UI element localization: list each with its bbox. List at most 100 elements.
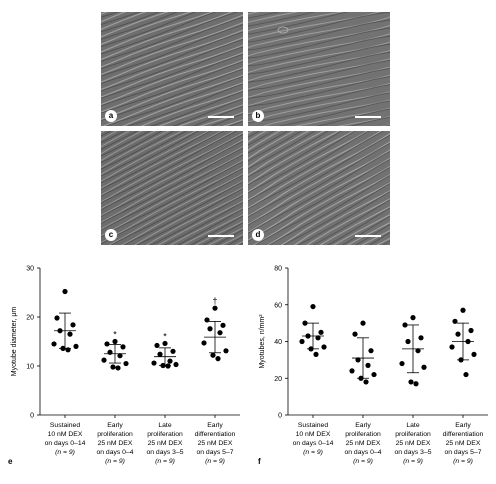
data-point <box>101 357 107 363</box>
x-tick-label: proliferation <box>97 431 133 438</box>
data-point <box>310 303 316 310</box>
x-tick-label: 25 nM DEX <box>346 440 381 447</box>
data-point <box>318 329 324 335</box>
data-point <box>402 322 408 328</box>
y-axis-label: Myotubes, n/mm² <box>259 314 266 369</box>
x-tick-label: Early <box>355 422 371 429</box>
data-group <box>349 320 377 385</box>
data-point <box>349 368 355 374</box>
micrograph-panel-c: c <box>101 131 243 245</box>
muscle-fiber-image <box>248 12 390 126</box>
x-tick-label: 25 nM DEX <box>98 440 133 447</box>
data-point <box>210 352 216 358</box>
data-point <box>405 338 411 345</box>
panel-label-d: d <box>252 229 264 241</box>
x-tick-label: Sustained <box>50 422 80 429</box>
x-tick-label: on days 0–14 <box>293 440 334 447</box>
scale-bar <box>208 116 234 118</box>
y-tick-label: 20 <box>274 376 282 383</box>
data-point <box>302 320 308 326</box>
x-tick-label: Early <box>455 422 471 429</box>
x-tick-label: Late <box>406 422 419 429</box>
data-point <box>70 322 76 328</box>
data-point <box>160 362 166 369</box>
data-point <box>410 315 416 321</box>
x-tick-label: proliferation <box>147 431 183 438</box>
data-point <box>352 331 358 337</box>
y-tick-label: 80 <box>274 266 282 273</box>
x-tick-label: (n = 9) <box>155 458 175 465</box>
micrograph-panel-b: b <box>248 12 390 126</box>
x-tick-label: differentiation <box>443 431 484 438</box>
data-point <box>471 351 477 357</box>
data-point <box>54 315 60 321</box>
chart-myotube-diameter: 0 10 20 30 Myotube diameter, μm Sustained 10 n… <box>0 255 248 479</box>
data-point <box>460 307 466 313</box>
y-tick-label: 20 <box>26 315 34 322</box>
data-point <box>201 340 207 346</box>
data-group <box>449 307 477 378</box>
y-tick-label: 10 <box>26 364 34 371</box>
data-point <box>363 379 369 385</box>
significance-marker: * <box>113 330 117 340</box>
panel-label-f: f <box>258 457 261 466</box>
data-point <box>151 360 157 366</box>
micrograph-panel-d: d <box>248 131 390 245</box>
x-tick-label: differentiation <box>195 431 236 438</box>
y-tick-label: 40 <box>274 339 282 346</box>
chart-myotube-count: 0 20 40 60 80 Myotubes, n/mm² Sustained 10 nM D… <box>248 255 496 479</box>
data-point <box>170 348 176 354</box>
data-point <box>157 351 163 357</box>
data-point <box>107 349 113 355</box>
data-point <box>217 330 223 336</box>
x-tick-label: Sustained <box>298 422 328 429</box>
data-point <box>315 335 321 341</box>
data-point <box>117 353 123 359</box>
data-point <box>223 348 229 354</box>
data-group: * <box>151 331 179 369</box>
data-point <box>465 338 471 345</box>
data-point <box>51 341 57 347</box>
x-tick-label: 25 nM DEX <box>198 440 233 447</box>
data-point <box>62 288 68 295</box>
x-tick-label: on days 5–7 <box>196 449 233 456</box>
muscle-fiber-image <box>248 131 390 245</box>
data-point <box>57 328 63 334</box>
data-point <box>355 357 361 363</box>
data-point <box>167 358 173 364</box>
muscle-fiber-image <box>101 12 243 126</box>
x-tick-label: 25 nM DEX <box>148 440 183 447</box>
data-point <box>112 338 118 345</box>
data-point <box>162 340 168 347</box>
data-point <box>204 317 210 323</box>
x-tick-label: Early <box>107 422 123 429</box>
data-point <box>458 357 464 363</box>
x-tick-label: on days 5–7 <box>444 449 481 456</box>
x-tick-label: (n = 9) <box>205 458 225 465</box>
data-point <box>73 343 79 349</box>
data-point <box>399 360 405 367</box>
data-point <box>110 364 116 370</box>
data-point <box>360 320 366 326</box>
y-axis-label: Myotube diameter, μm <box>11 307 18 377</box>
x-tick-label: (n = 9) <box>55 449 75 456</box>
data-point <box>212 305 218 311</box>
data-group: † <box>201 296 229 362</box>
x-tick-label: on days 0–14 <box>45 440 86 447</box>
data-point <box>415 348 421 354</box>
data-point <box>321 344 327 350</box>
x-tick-label: proliferation <box>345 431 381 438</box>
data-group <box>51 288 79 353</box>
significance-marker: † <box>212 296 217 306</box>
x-tick-label: (n = 9) <box>105 458 125 465</box>
x-tick-label: (n = 9) <box>403 458 423 465</box>
data-point <box>463 371 469 378</box>
data-point <box>452 318 458 324</box>
x-tick-label: proliferation <box>395 431 431 438</box>
x-tick-label: (n = 9) <box>353 458 373 465</box>
x-tick-label: 10 nM DEX <box>48 431 83 438</box>
data-point <box>60 345 66 351</box>
data-point <box>299 338 305 345</box>
data-point <box>455 331 461 337</box>
data-point <box>305 333 311 339</box>
